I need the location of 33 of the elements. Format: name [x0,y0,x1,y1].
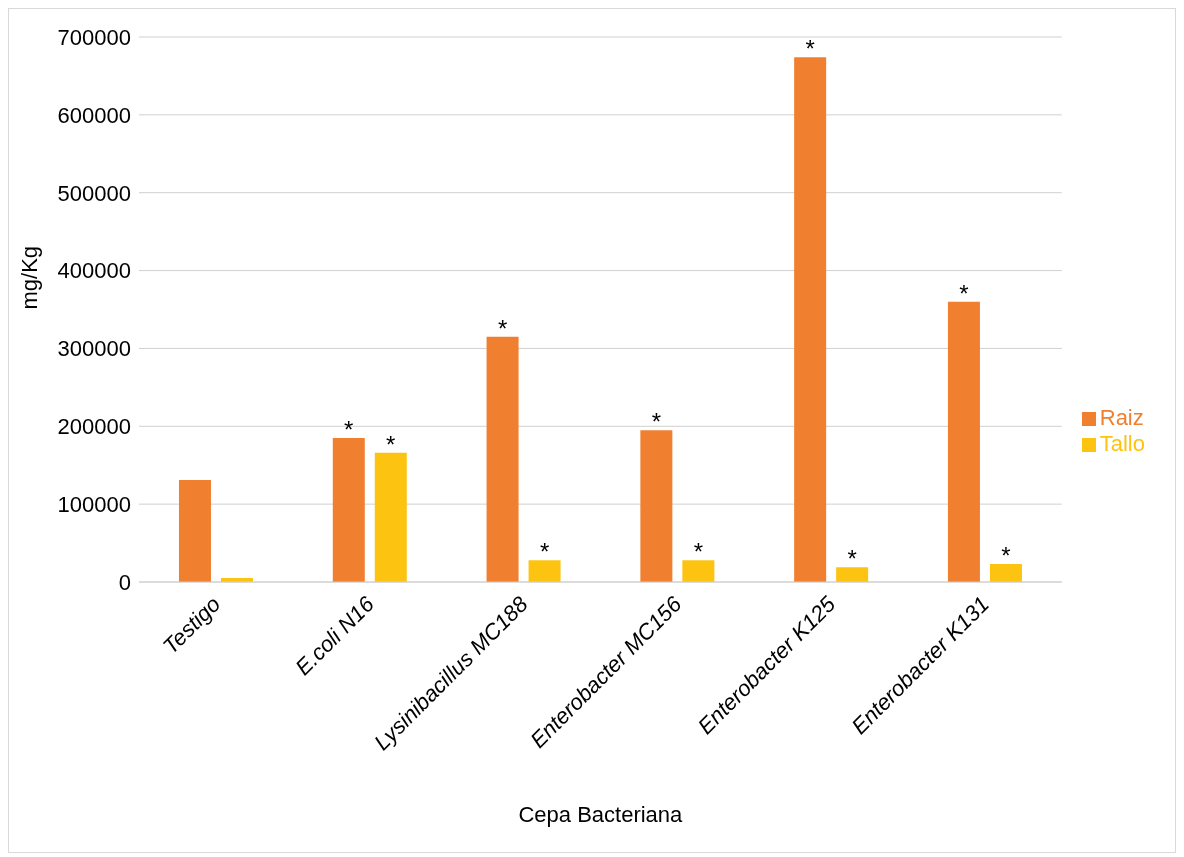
legend-label: Raiz [1099,404,1144,430]
bar [682,560,715,582]
y-tick-label: 600000 [57,102,131,128]
y-tick-label: 500000 [57,180,131,206]
bar [989,564,1022,582]
data-label: * [497,314,508,342]
bar [836,567,869,582]
x-axis-title: Cepa Bacteriana [518,802,684,827]
legend-label: Tallo [1099,430,1145,456]
data-label: * [959,279,969,307]
data-label: * [386,430,396,458]
bar [794,57,827,582]
y-tick-label: 300000 [57,336,131,362]
data-label: * [1001,542,1011,570]
bar [640,430,673,582]
bar [332,437,365,582]
bar [374,452,407,582]
data-label: * [693,538,704,566]
bar [528,560,561,582]
bar [486,336,519,582]
y-axis-title: mg/Kg [16,245,42,310]
y-tick-label: 100000 [57,491,131,517]
bar [947,301,980,582]
y-tick-label: 700000 [57,24,131,50]
y-tick-label: 200000 [57,414,131,440]
data-label: * [539,538,550,566]
data-label: * [651,408,662,436]
y-tick-label: 0 [118,569,131,595]
data-label: * [805,35,815,63]
y-tick-label: 400000 [57,258,131,284]
data-label: * [344,415,354,443]
bar [178,480,211,582]
data-label: * [847,545,857,573]
